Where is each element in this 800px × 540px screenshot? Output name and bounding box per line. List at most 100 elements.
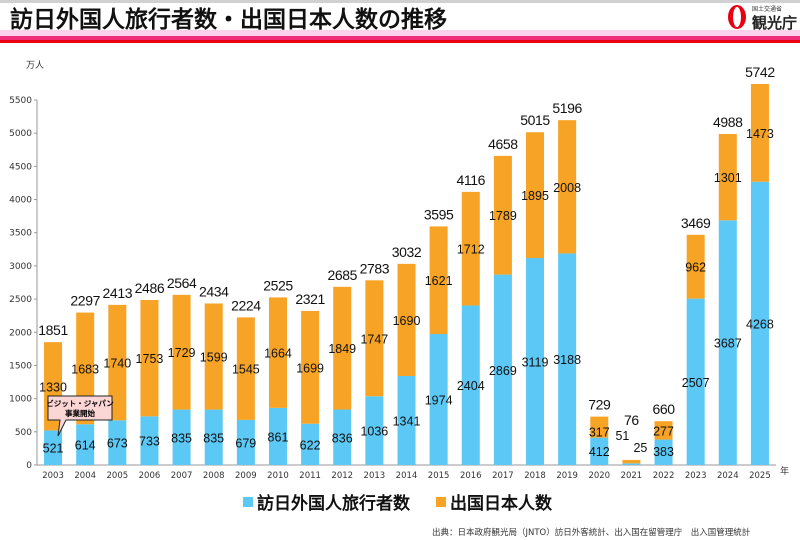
label-inbound: 673 [107, 437, 128, 451]
bar-inbound [365, 396, 384, 465]
x-tick-label: 2024 [717, 471, 739, 481]
callout-bubble [47, 395, 113, 437]
data-labels: 521 1330 1851 614 1683 2297 673 1740 2413 733 1753… [38, 64, 775, 459]
label-total: 1851 [38, 322, 68, 338]
x-tick-label: 2019 [556, 471, 578, 481]
bar-inbound [429, 333, 448, 465]
label-inbound: 3687 [714, 337, 742, 351]
bars [44, 84, 769, 465]
label-inbound: 1341 [393, 415, 421, 429]
label-inbound: 4268 [746, 317, 774, 331]
x-tick-label: 2005 [107, 471, 129, 481]
bar-inbound [654, 439, 673, 465]
bar-outbound [526, 132, 545, 259]
header-rule [0, 40, 800, 43]
x-tick-label: 2025 [749, 471, 771, 481]
legend-swatch-outbound [436, 497, 446, 507]
label-total: 2783 [360, 260, 390, 276]
y-tick-label: 4500 [9, 162, 32, 172]
bar-inbound [750, 181, 769, 465]
x-tick-label: 2012 [331, 471, 353, 481]
callout: ビジット・ジャパン 事業開始 [46, 395, 114, 437]
y-tick-label: 3000 [9, 262, 32, 272]
bar-inbound [333, 409, 352, 465]
bar-outbound [429, 226, 448, 334]
label-inbound: 614 [75, 439, 96, 453]
bar-inbound [590, 437, 609, 465]
label-outbound: 1747 [360, 332, 388, 346]
label-total: 3469 [681, 215, 711, 231]
label-inbound: 412 [589, 445, 610, 459]
label-outbound: 1545 [232, 363, 260, 377]
label-outbound: 1699 [296, 361, 324, 375]
legend-label-outbound: 出国日本人数 [450, 493, 553, 514]
bar-inbound [526, 258, 545, 465]
bar-outbound [654, 421, 673, 440]
label-total: 2564 [167, 275, 197, 291]
label-inbound: 622 [300, 438, 321, 452]
label-total: 2685 [327, 267, 357, 283]
label-inbound: 383 [653, 445, 674, 459]
label-inbound: 861 [268, 430, 289, 444]
x-tick-label: 2021 [621, 471, 643, 481]
label-outbound: 1740 [103, 357, 131, 371]
bar-inbound [204, 409, 223, 465]
bar-outbound [268, 297, 287, 408]
y-tick-label: 5500 [9, 96, 32, 106]
label-outbound: 1621 [425, 274, 453, 288]
label-outbound: 1473 [746, 127, 774, 141]
label-outbound: 317 [589, 426, 610, 440]
bar-outbound [108, 304, 127, 421]
x-tick-label: 2010 [267, 471, 289, 481]
x-tick-label: 2007 [171, 471, 193, 481]
label-total: 3595 [424, 206, 454, 222]
bar-outbound [172, 294, 191, 410]
x-tick-label: 2013 [364, 471, 386, 481]
x-tick-label: 2003 [42, 471, 64, 481]
callout-line1: ビジット・ジャパン [46, 398, 114, 408]
bar-outbound [750, 84, 769, 182]
label-total: 4116 [457, 172, 486, 188]
label-outbound: 1664 [264, 347, 292, 361]
label-total: 5742 [745, 64, 775, 80]
x-tick-label: 2008 [203, 471, 225, 481]
label-total: 5196 [552, 100, 582, 116]
label-outbound: 1599 [200, 351, 228, 365]
label-outbound: 1789 [489, 209, 517, 223]
bar-outbound [236, 317, 255, 420]
label-inbound: 25 [633, 441, 647, 455]
label-inbound: 2507 [682, 376, 710, 390]
x-tick-label: 2017 [492, 471, 514, 481]
y-tick-label: 500 [15, 428, 32, 438]
x-tick-label: 2015 [428, 471, 450, 481]
bar-inbound [172, 409, 191, 465]
label-inbound: 1036 [360, 425, 388, 439]
y-tick-label: 1000 [9, 395, 32, 405]
bar-outbound [493, 155, 512, 275]
x-tick-label: 2016 [460, 471, 482, 481]
bar-inbound [686, 298, 705, 465]
axes: 0 500 1000 1500 2000 2500 3000 3500 4000 4500 5000… [9, 96, 776, 481]
y-tick-label: 5000 [9, 129, 32, 139]
logo: 国土交通省 観光庁 [728, 5, 797, 32]
bar-outbound [204, 303, 223, 410]
page-title: 訪日外国人旅行者数・出国日本人数の推移 [10, 6, 447, 33]
label-inbound: 679 [235, 436, 256, 450]
label-total: 660 [652, 401, 675, 417]
y-axis-unit: 万人 [26, 60, 44, 71]
header-band [0, 30, 800, 36]
label-inbound: 733 [139, 435, 160, 449]
bar-inbound [44, 430, 63, 465]
bar-outbound [461, 191, 480, 306]
bar-outbound [718, 133, 737, 221]
label-outbound: 1301 [714, 171, 742, 185]
label-inbound: 2404 [457, 379, 485, 393]
label-outbound: 1683 [71, 362, 99, 376]
bar-inbound [397, 376, 416, 465]
label-total: 2413 [103, 285, 133, 301]
bar-outbound [686, 234, 705, 299]
x-tick-label: 2023 [685, 471, 707, 481]
x-tick-label: 2011 [299, 471, 321, 481]
